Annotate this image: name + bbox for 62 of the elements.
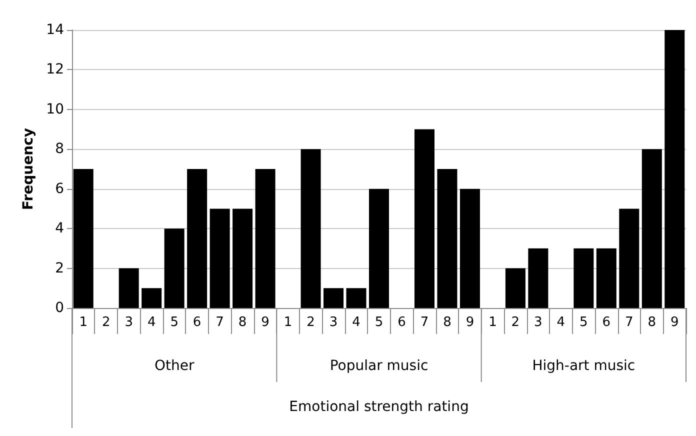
x-tick-label: 5 [170, 315, 178, 330]
x-tick-label: 9 [466, 315, 474, 330]
x-tick-label: 4 [352, 315, 360, 330]
x-tick-label: 2 [102, 315, 110, 330]
bar [232, 208, 253, 308]
bar [300, 149, 321, 308]
y-tick-label: 6 [55, 180, 64, 197]
y-tick-label: 8 [55, 141, 64, 158]
x-tick-label: 1 [284, 315, 292, 330]
bar [460, 188, 480, 308]
x-tick-label: 2 [306, 315, 315, 330]
bar [437, 169, 458, 308]
x-tick-label: 8 [648, 315, 656, 330]
x-tick-label: 9 [670, 315, 679, 330]
y-tick-label: 10 [46, 101, 64, 118]
bar [346, 288, 366, 308]
x-tick-label: 5 [374, 315, 384, 330]
bar [118, 268, 139, 308]
y-axis-title: Frequency [20, 128, 36, 210]
x-tick-label: 3 [534, 315, 542, 330]
x-tick-label: 7 [216, 315, 224, 330]
bar [255, 169, 276, 308]
x-tick-label: 1 [488, 315, 497, 330]
bar [642, 149, 662, 308]
y-tick-label: 14 [46, 22, 64, 38]
x-tick-label: 4 [147, 315, 156, 330]
bar [187, 169, 208, 308]
bar [73, 169, 94, 308]
bar [414, 129, 434, 308]
y-tick-label: 2 [55, 260, 64, 276]
x-tick-label: 8 [443, 315, 452, 330]
x-tick-label: 6 [602, 315, 611, 330]
x-tick-label: 3 [329, 315, 338, 330]
text: Other [154, 358, 194, 374]
y-tick-label: 4 [55, 220, 64, 237]
x-tick-label: 1 [79, 315, 88, 330]
x-tick-label: 7 [420, 315, 429, 330]
x-tick-label: 5 [580, 315, 588, 330]
x-tick-label: 8 [238, 315, 247, 330]
bar [164, 228, 184, 308]
text: Popular music [330, 358, 428, 374]
x-tick-label: 2 [511, 315, 520, 330]
bar [142, 288, 162, 308]
bar [528, 248, 548, 308]
y-tick-label: 12 [46, 62, 64, 78]
bar [596, 248, 616, 308]
text: High-art music [532, 358, 636, 374]
x-tick-label: 6 [398, 315, 406, 330]
x-tick-label: 6 [192, 315, 202, 330]
bar [505, 268, 526, 308]
bar [619, 208, 640, 308]
bar [664, 30, 685, 308]
x-tick-label: 7 [625, 315, 634, 330]
x-tick-label: 4 [556, 315, 566, 330]
bar [324, 288, 344, 308]
x-axis-title: Emotional strength rating [289, 399, 469, 415]
bar [210, 208, 230, 308]
y-tick-label: 0 [55, 300, 64, 316]
x-tick-label: 3 [124, 315, 133, 330]
bar [574, 248, 594, 308]
bar [368, 188, 390, 308]
x-tick-label: 9 [261, 315, 270, 330]
